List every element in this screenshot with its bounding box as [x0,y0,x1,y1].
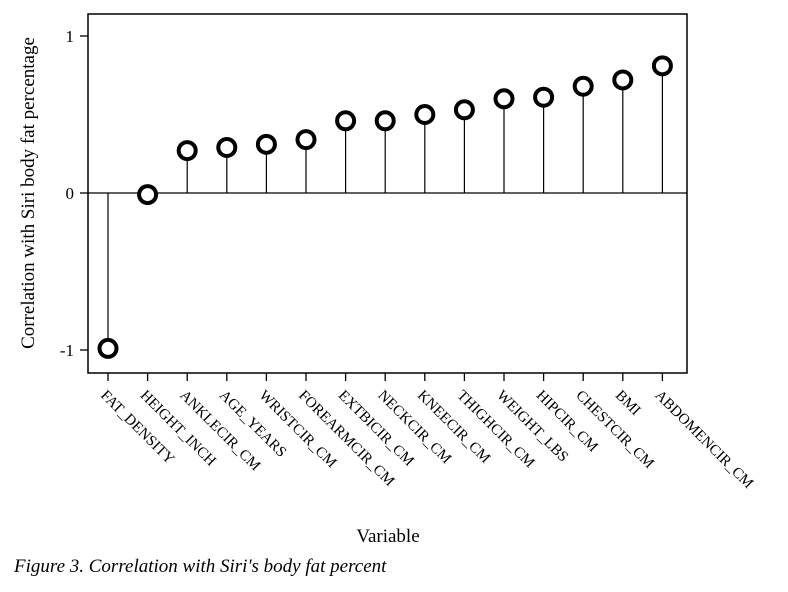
data-point [374,110,396,132]
figure-caption: Figure 3. Correlation with Siri's body f… [14,556,387,577]
data-point [137,184,159,206]
data-point [453,99,475,121]
data-point [176,140,198,162]
data-point [255,133,277,155]
data-point [216,136,238,158]
data-point [493,88,515,110]
y-tick-label: -1 [60,341,74,360]
data-point [612,69,634,91]
y-tick-label: 1 [66,27,75,46]
y-tick-label: 0 [66,184,75,203]
x-tick-label: FAT_DENSITY [97,388,177,468]
x-tick-label: ABDOMENCIR_CM [652,388,756,492]
point-markers [97,55,673,359]
x-axis-title: Variable [356,526,419,547]
data-point [97,337,119,359]
data-point [335,110,357,132]
x-tick-label: BMI [612,388,643,419]
data-point [295,129,317,151]
y-axis: -1 0 1 [60,27,88,360]
data-point [414,104,436,125]
data-point [572,75,594,97]
y-axis-title: Correlation with Siri body fat percentag… [18,37,39,349]
x-axis: FAT_DENSITYHEIGHT_INCHANKLECIR_CMAGE_YEA… [97,373,756,492]
data-point [651,55,673,77]
stem-lines [107,65,664,349]
data-point [533,86,555,108]
